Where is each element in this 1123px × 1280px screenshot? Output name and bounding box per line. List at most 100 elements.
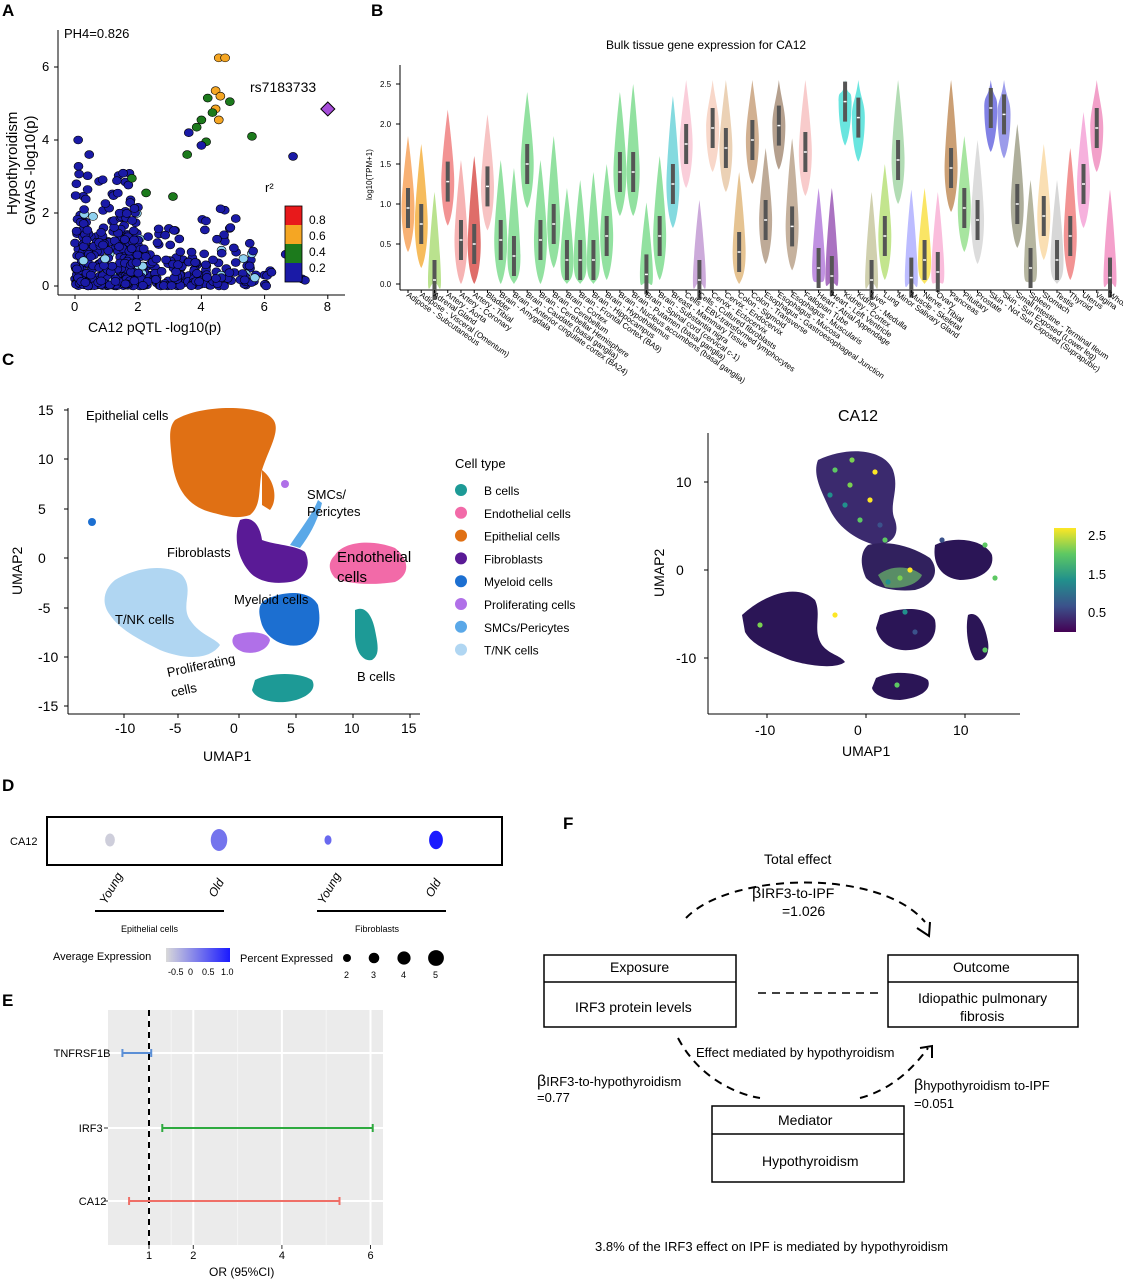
cluster-proliferating (232, 632, 270, 653)
cr-expression-dot (982, 647, 988, 653)
cr-title: CA12 (838, 408, 878, 425)
a-point (202, 93, 213, 103)
a-point (84, 150, 95, 159)
f-beta-total: βIRF3-to-IPF (752, 885, 834, 902)
d-avg-ticks: -0.5 0 0.5 1.0 (168, 967, 234, 977)
a-point (244, 238, 255, 248)
a-point (127, 216, 137, 225)
f-mediated-label: Effect mediated by hypothyroidism (696, 1045, 894, 1060)
b-violin (1024, 180, 1038, 284)
cr-expression-dot (897, 575, 903, 581)
b-violin (427, 192, 441, 289)
a-point (288, 152, 298, 161)
f-total-effect: Total effect (764, 851, 832, 867)
a-point (238, 254, 249, 263)
b-title: Bulk tissue gene expression for CA12 (606, 38, 806, 52)
panel-b-violin: Bulk tissue gene expression for CA12 log… (365, 38, 1123, 385)
r2-legend-swatch (285, 225, 302, 244)
r2-legend-title: r² (265, 180, 274, 195)
a-point (81, 235, 92, 245)
f-exposure-box (543, 954, 737, 1028)
cr-expression-dot (992, 575, 998, 581)
a-point (70, 191, 81, 200)
cr-y-label: UMAP2 (651, 549, 667, 597)
d-legend-avg-title: Average Expression (53, 951, 151, 963)
celltype-legend-dot (455, 575, 467, 588)
d-group-fibroblasts: Fibroblasts (355, 924, 400, 934)
a-x-tick-label: 8 (324, 299, 331, 314)
d-row-label: CA12 (10, 836, 38, 848)
b-violin (918, 188, 932, 284)
a-point (196, 115, 207, 125)
d-pct-dot (428, 950, 444, 966)
celltype-legend-label: Proliferating cells (484, 598, 575, 612)
cluster-smc (290, 500, 322, 548)
a-point (182, 150, 192, 159)
a-point (215, 91, 226, 101)
b-violin (1063, 148, 1077, 280)
a-point (201, 216, 211, 226)
a-point (165, 240, 176, 250)
cr-x-label: UMAP1 (842, 743, 890, 759)
d-avg-tick: 0.5 (202, 967, 215, 977)
d-dot (429, 830, 443, 850)
cr-myeloid (876, 608, 936, 651)
a-point (161, 255, 171, 265)
a-x-label: CA12 pQTL -log10(p) (88, 319, 221, 335)
a-point (103, 246, 114, 255)
f-exposure-body: IRF3 protein levels (575, 999, 692, 1015)
panel-label-f: F (563, 814, 573, 833)
lead-snp-diamond (320, 101, 336, 117)
cluster-b-cells-1 (355, 608, 378, 661)
f-mediator-head: Mediator (778, 1112, 833, 1128)
b-violin (666, 96, 680, 228)
a-point (129, 204, 140, 213)
a-point (118, 168, 128, 178)
a-point (173, 260, 183, 269)
a-point (128, 226, 139, 236)
d-group-label: Young (314, 870, 343, 907)
celltype-legend-dot (455, 506, 467, 519)
cluster-myeloid (259, 593, 320, 646)
label-epithelial: Epithelial cells (86, 408, 169, 423)
b-violin (639, 202, 653, 286)
a-y-label-2: GWAS -log10(p) (22, 116, 39, 225)
cr-expression-dot (885, 579, 891, 585)
a-point (247, 132, 257, 141)
d-pct-label: 3 (371, 970, 376, 980)
label-smc-1: SMCs/ (307, 487, 346, 502)
a-point (140, 252, 151, 261)
cl-x-tick-label: 5 (287, 720, 295, 736)
r2-legend-frame (284, 205, 303, 283)
a-point (82, 171, 93, 181)
celltype-legend-label: Fibroblasts (484, 552, 543, 566)
f-footer: 3.8% of the IRF3 effect on IPF is mediat… (595, 1239, 948, 1254)
a-point (98, 240, 108, 250)
d-group-epithelial: Epithelial cells (121, 924, 179, 934)
a-y-label-1: Hypothyroidism (4, 112, 21, 215)
cl-y-tick-label: -15 (38, 698, 58, 714)
cr-tnk (742, 591, 845, 667)
a-point (110, 277, 121, 286)
a-point (216, 248, 227, 258)
celltype-legend-dot (455, 529, 467, 542)
a-y-tick-label: 6 (42, 59, 49, 74)
a-point (215, 204, 226, 214)
celltype-legend-dot (455, 484, 467, 496)
f-beta-a: βIRF3-to-hypothyroidism (537, 1073, 681, 1090)
f-outcome-head: Outcome (953, 959, 1010, 975)
a-point (168, 192, 178, 201)
a-point (174, 234, 185, 244)
cluster-fibroblasts (236, 518, 308, 583)
cr-y-tick-label: 0 (676, 562, 684, 578)
r2-legend-label: 0.8 (309, 213, 326, 227)
a-point (121, 209, 132, 218)
cluster-epithelial (170, 408, 276, 518)
b-violin (586, 172, 600, 284)
a-point (74, 169, 84, 179)
b-violin (467, 156, 481, 284)
a-point (230, 258, 241, 267)
d-avg-tick: 0 (188, 967, 193, 977)
d-pct-legend: 2 3 4 5 (343, 950, 444, 980)
f-total-arrowhead (916, 921, 931, 938)
